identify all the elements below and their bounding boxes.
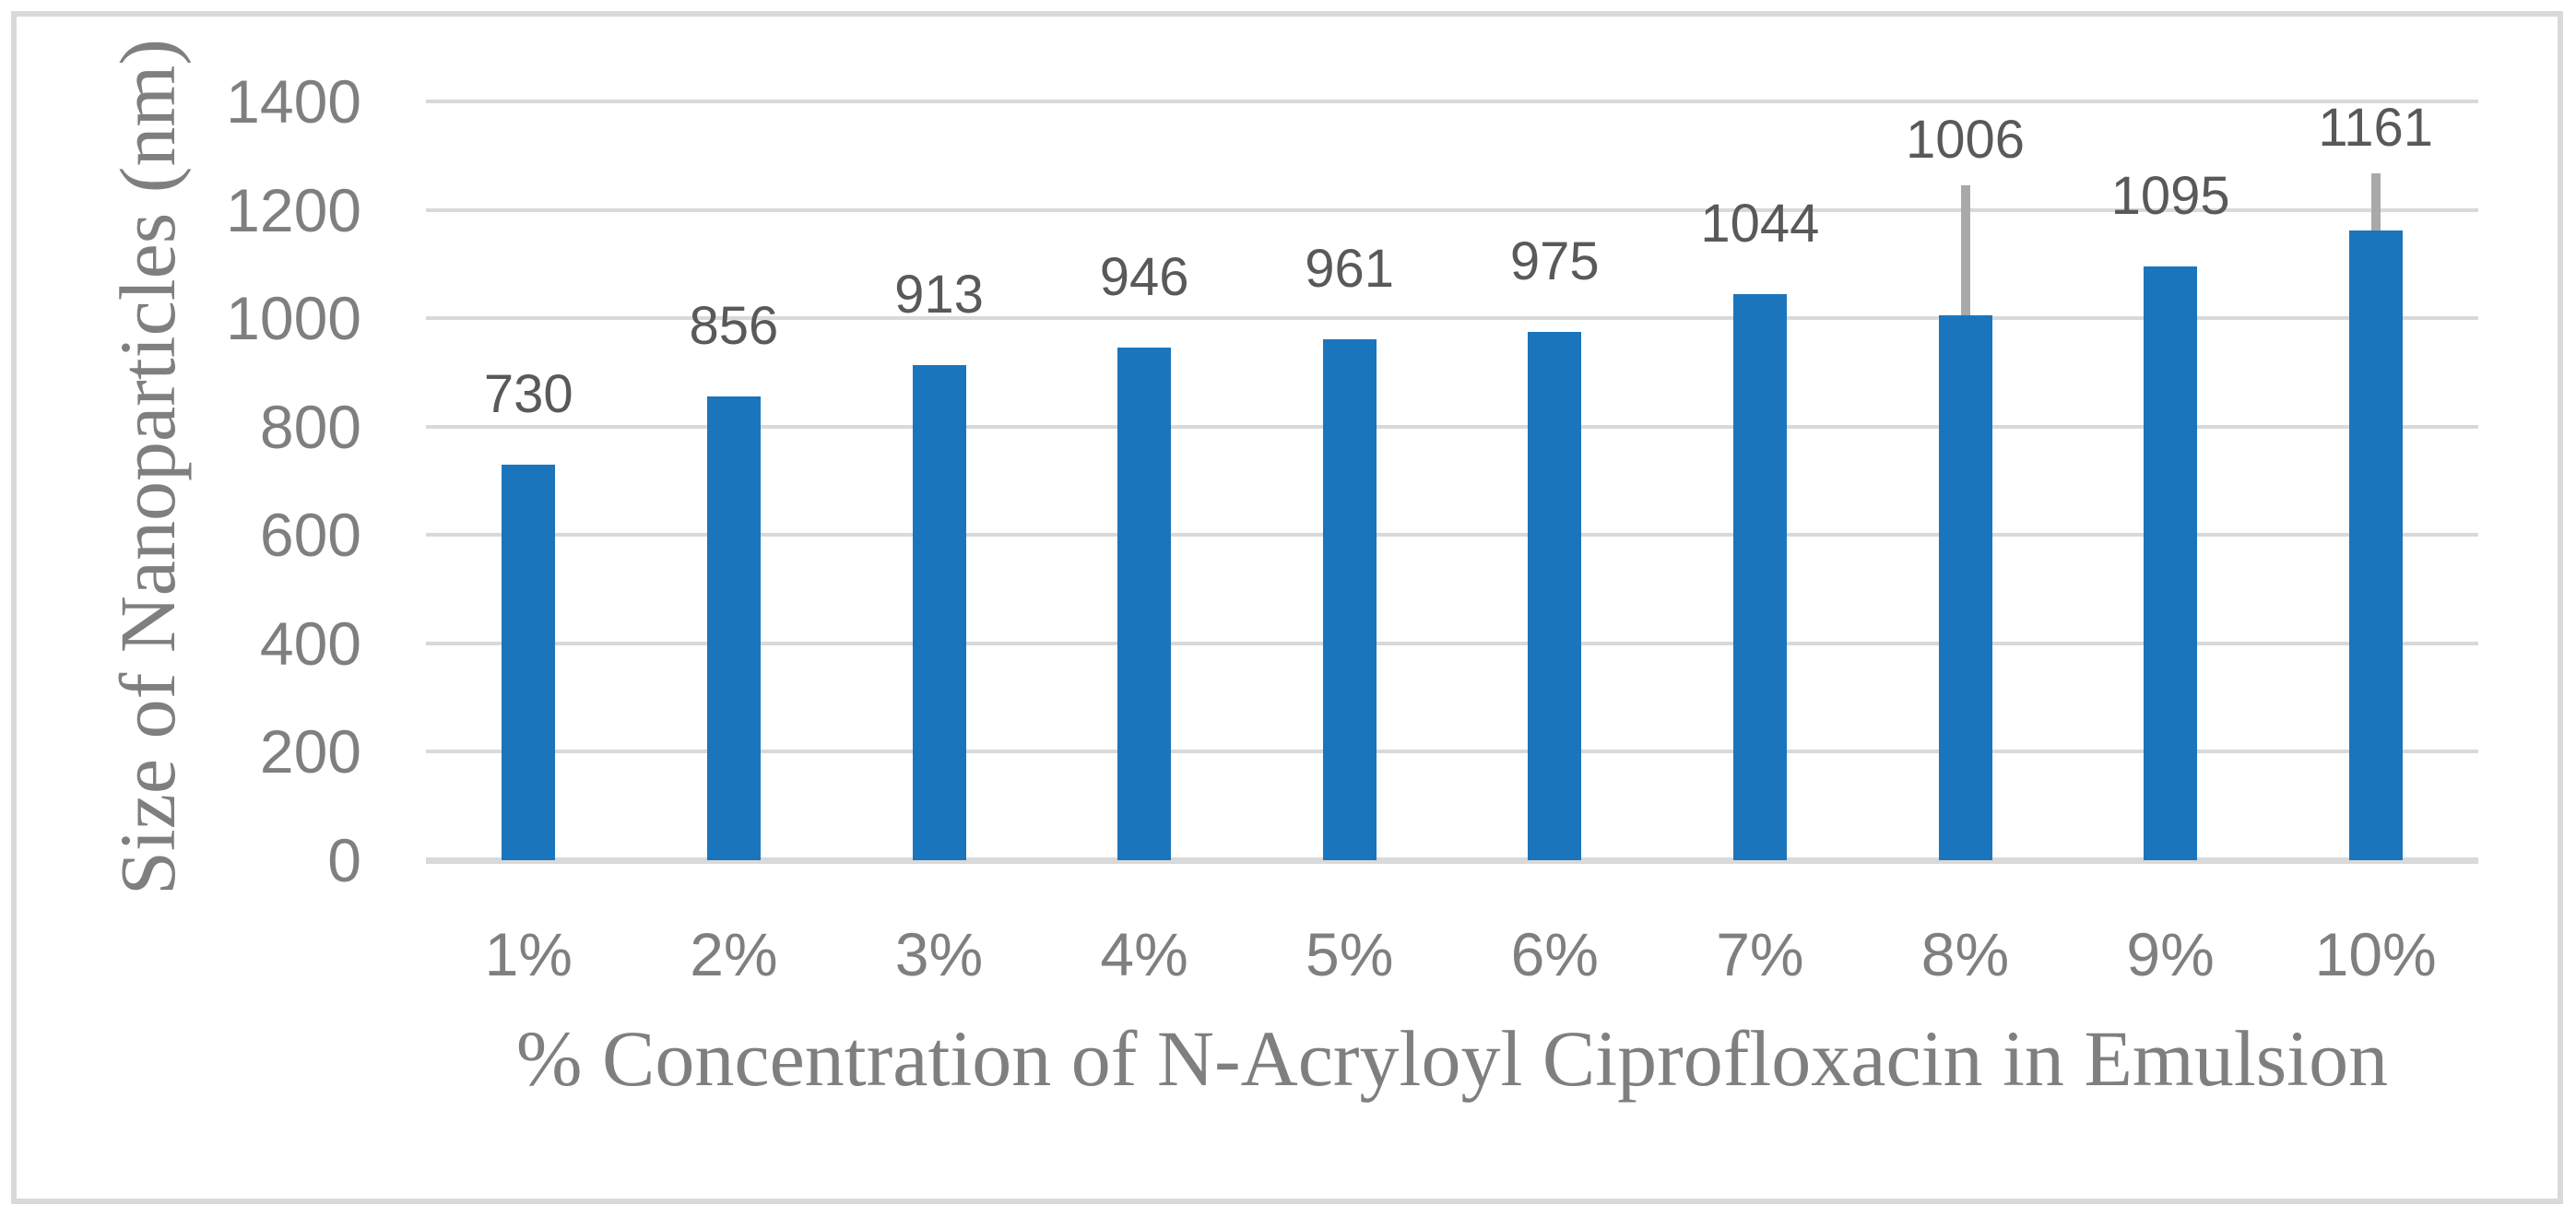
x-tick-label-10%: 10% <box>2314 920 2437 988</box>
x-tick-label-6%: 6% <box>1510 920 1599 988</box>
y-tick-label: 200 <box>259 717 361 786</box>
bar-8% <box>1938 314 1992 860</box>
x-tick-label-1%: 1% <box>484 920 573 988</box>
y-tick-label: 0 <box>327 826 361 894</box>
gridline <box>426 207 2478 212</box>
x-tick-label-5%: 5% <box>1305 920 1394 988</box>
data-label-3%: 913 <box>894 265 984 325</box>
y-tick-label: 400 <box>259 608 361 678</box>
y-tick-label: 1400 <box>226 67 361 136</box>
x-axis-title: % Concentration of N-Acryloyl Ciprofloxa… <box>515 1014 2389 1103</box>
bar-2% <box>706 396 761 860</box>
gridline <box>426 100 2478 103</box>
figure-border-frame <box>11 11 2563 1204</box>
bar-5% <box>1322 339 1377 860</box>
data-label-10%: 1161 <box>2318 98 2434 159</box>
x-tick-label-7%: 7% <box>1716 920 1804 988</box>
y-tick-label: 1000 <box>226 284 361 353</box>
bar-10% <box>2348 230 2403 860</box>
gridline <box>426 641 2478 645</box>
bar-4% <box>1117 347 1172 860</box>
data-label-9%: 1095 <box>2110 166 2230 227</box>
data-label-8%: 1006 <box>1905 109 2026 170</box>
gridline <box>426 424 2478 429</box>
bar-9% <box>2144 266 2198 860</box>
x-axis-baseline <box>426 857 2478 864</box>
bar-7% <box>1732 294 1787 860</box>
x-tick-label-3%: 3% <box>894 920 984 988</box>
y-tick-label: 1200 <box>226 175 361 244</box>
data-label-4%: 946 <box>1099 246 1189 307</box>
error-bar-10% <box>2370 173 2381 231</box>
data-label-2%: 856 <box>689 295 779 356</box>
x-tick-label-8%: 8% <box>1920 920 2010 988</box>
error-bar-8% <box>1960 184 1970 315</box>
y-tick-label: 600 <box>259 501 361 570</box>
x-tick-label-9%: 9% <box>2126 920 2215 988</box>
gridline <box>426 750 2478 754</box>
bar-1% <box>502 464 556 860</box>
bar-3% <box>912 365 966 860</box>
y-axis-title: Size of Nanoparticles (nm) <box>103 39 192 895</box>
y-tick-label: 800 <box>259 392 361 461</box>
x-tick-label-4%: 4% <box>1100 920 1188 988</box>
bar-6% <box>1528 331 1582 860</box>
gridline <box>426 533 2478 538</box>
data-label-1%: 730 <box>483 363 573 424</box>
data-label-5%: 961 <box>1305 239 1395 300</box>
plot-area: 730 856 913 946 961 975 1044 1006 1095 1161 <box>426 100 2478 864</box>
data-label-7%: 1044 <box>1700 194 1820 254</box>
data-label-6%: 975 <box>1509 230 1600 291</box>
gridline <box>426 316 2478 321</box>
x-tick-label-2%: 2% <box>690 920 778 988</box>
